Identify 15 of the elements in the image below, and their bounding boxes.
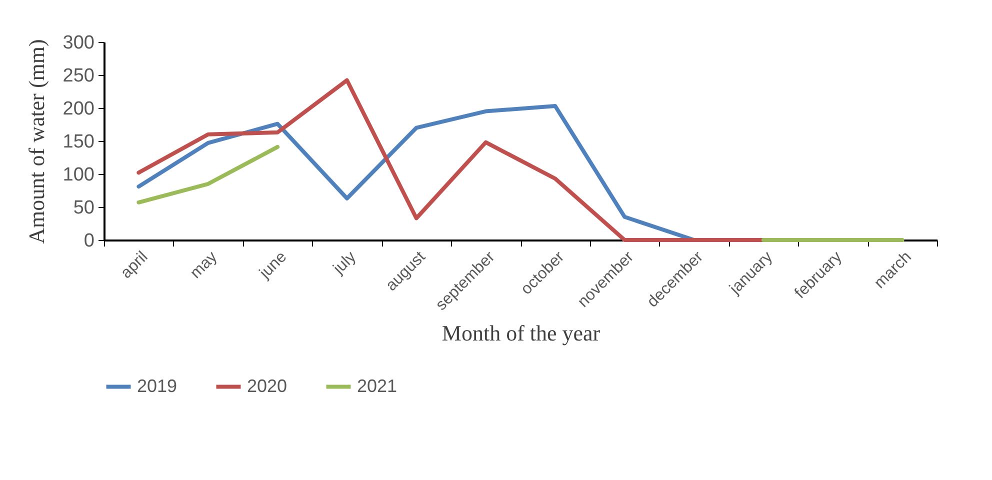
legend-label: 2021 bbox=[357, 376, 398, 396]
y-tick-label: 50 bbox=[73, 198, 94, 218]
y-tick-label: 100 bbox=[62, 164, 94, 186]
y-axis-title: Amount of water (mm) bbox=[24, 39, 49, 244]
x-tick-label: may bbox=[187, 248, 221, 282]
x-tick-label: july bbox=[330, 248, 360, 278]
y-tick-label: 250 bbox=[62, 66, 94, 86]
legend-label: 2020 bbox=[247, 376, 288, 396]
x-axis-title: Month of the year bbox=[442, 320, 601, 346]
y-tick-label: 200 bbox=[62, 98, 94, 120]
y-tick-label: 0 bbox=[84, 230, 94, 252]
line-series bbox=[136, 78, 766, 242]
y-tick-label: 150 bbox=[62, 132, 94, 152]
legend-label: 2019 bbox=[137, 376, 178, 396]
y-tick-label: 300 bbox=[62, 32, 94, 54]
